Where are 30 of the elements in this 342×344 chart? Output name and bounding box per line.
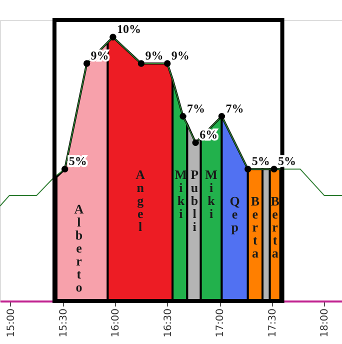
point xyxy=(83,60,90,67)
data-label: 9% xyxy=(145,48,164,63)
point xyxy=(164,60,171,67)
x-tick-label: 16:30 xyxy=(162,308,174,338)
series-label: Alberto xyxy=(74,201,84,294)
point xyxy=(244,166,252,172)
series-label: Berta xyxy=(250,193,260,260)
data-label: 5% xyxy=(252,154,270,168)
x-tick-label: 15:30 xyxy=(58,308,70,338)
point xyxy=(180,112,186,120)
point xyxy=(218,112,226,120)
series-label: Publi xyxy=(190,167,199,234)
x-tick-label: 15:00 xyxy=(6,308,17,338)
x-tick-label: 17:00 xyxy=(215,308,226,338)
point xyxy=(110,34,116,40)
series-label: Berta xyxy=(270,193,280,260)
point xyxy=(192,139,199,146)
data-label: 9% xyxy=(171,48,190,63)
point xyxy=(270,166,278,172)
data-label: 7% xyxy=(226,101,244,116)
point xyxy=(61,166,68,172)
series-label: Qep xyxy=(230,193,240,234)
x-tick-label: 18:00 xyxy=(320,308,331,338)
data-label: 7% xyxy=(187,101,206,116)
series-label: Angel xyxy=(136,167,146,234)
x-tick-label: 16:00 xyxy=(110,308,122,338)
point xyxy=(138,60,145,67)
data-label: 10% xyxy=(116,22,141,36)
data-label: 5% xyxy=(68,154,87,168)
x-tick-label: 17:30 xyxy=(267,308,278,338)
